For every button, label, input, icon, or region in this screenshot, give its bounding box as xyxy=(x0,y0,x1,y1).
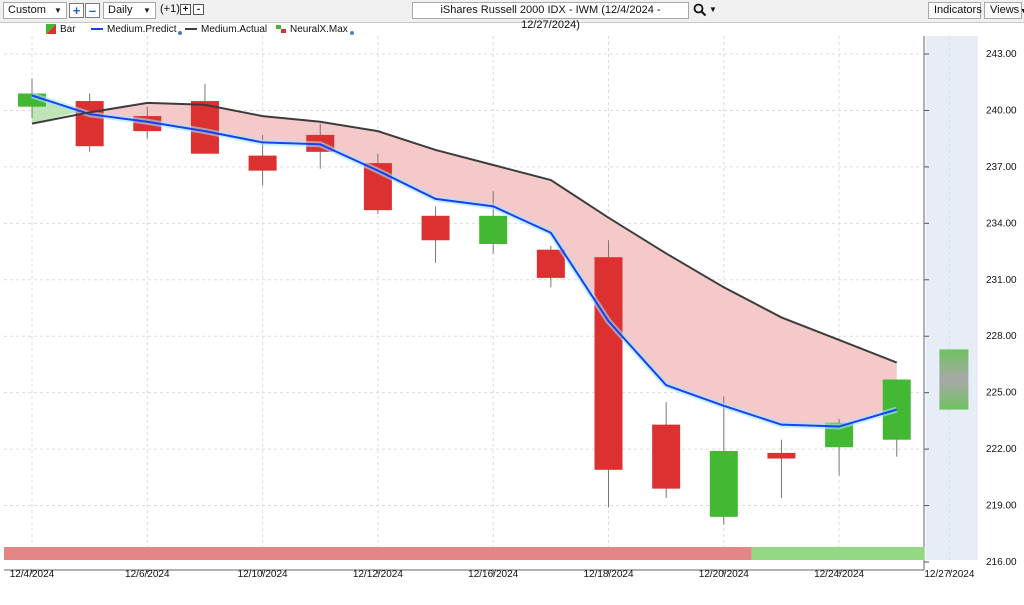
candle-body xyxy=(652,424,681,489)
legend-item-actual[interactable]: Medium.Actual xyxy=(185,24,267,35)
legend-label-predict: Medium.Predict xyxy=(107,24,177,35)
y-tick-label: 234.00 xyxy=(986,218,1017,229)
y-tick-label: 240.00 xyxy=(986,105,1017,116)
add-button[interactable]: + xyxy=(69,3,84,18)
legend-item-neural[interactable]: NeuralX.Max xyxy=(276,24,354,35)
chevron-down-icon: ▼ xyxy=(709,5,717,14)
x-tick-label: 12/18/2024 xyxy=(583,569,633,580)
medium-actual-line xyxy=(31,101,898,364)
x-tick-label: 12/10/2024 xyxy=(238,569,288,580)
candle-body xyxy=(421,215,450,241)
chevron-down-icon: ▼ xyxy=(1020,8,1024,15)
legend-label-neural: NeuralX.Max xyxy=(290,24,348,35)
plus-icon: + xyxy=(182,4,189,15)
candle-body xyxy=(709,450,738,517)
minus-icon: - xyxy=(196,4,201,15)
offset-label: (+1) xyxy=(160,3,180,15)
legend-item-predict[interactable]: Medium.Predict xyxy=(91,24,183,35)
medium-predict-line xyxy=(31,94,898,428)
minus-icon: – xyxy=(88,3,97,18)
forecast-region xyxy=(925,36,978,560)
range-select[interactable]: Custom ▼ xyxy=(3,2,67,19)
chevron-down-icon: ▼ xyxy=(54,6,62,15)
period-select-value: Daily xyxy=(108,4,133,16)
search-button[interactable] xyxy=(693,2,707,19)
views-label: Views xyxy=(990,4,1020,16)
symbol-field-value: iShares Russell 2000 IDX - IWM (12/4/202… xyxy=(440,4,661,31)
offset-increase-button[interactable]: + xyxy=(180,4,191,15)
candle-body xyxy=(594,257,623,470)
settings-dot-icon[interactable] xyxy=(178,31,183,35)
band-down xyxy=(81,102,897,427)
indicators-label: Indicators xyxy=(934,4,982,16)
x-tick-label: 12/4/2024 xyxy=(10,569,55,580)
toolbar: Custom ▼ + – Daily ▼ (+1) + - iShares Ru… xyxy=(0,0,1024,31)
neural-strip-up xyxy=(751,547,925,560)
plus-icon: + xyxy=(72,3,81,18)
line-swatch-icon xyxy=(185,28,197,31)
offset-decrease-button[interactable]: - xyxy=(193,4,204,15)
indicators-button[interactable]: Indicators▼ xyxy=(928,2,990,19)
y-tick-label: 222.00 xyxy=(986,444,1017,455)
settings-dot-icon[interactable] xyxy=(349,31,354,35)
period-select[interactable]: Daily ▼ xyxy=(103,2,156,19)
candle-body xyxy=(75,101,104,147)
legend-label-actual: Medium.Actual xyxy=(201,24,268,35)
y-tick-label: 243.00 xyxy=(986,49,1017,60)
candle-body xyxy=(479,215,508,245)
y-tick-label: 237.00 xyxy=(986,162,1017,173)
candle-body xyxy=(536,249,565,278)
x-tick-label: 12/12/2024 xyxy=(353,569,403,580)
range-select-value: Custom xyxy=(8,4,46,16)
chevron-down-icon: ▼ xyxy=(143,6,151,15)
y-tick-label: 231.00 xyxy=(986,275,1017,286)
x-tick-label: 12/24/2024 xyxy=(814,569,864,580)
line-swatch-icon xyxy=(91,28,103,31)
symbol-menu-button[interactable]: ▼ xyxy=(709,2,717,19)
candle-body xyxy=(767,452,796,459)
legend-label-bar: Bar xyxy=(60,24,76,35)
y-tick-label: 219.00 xyxy=(986,501,1017,512)
views-button[interactable]: Views▼ xyxy=(984,2,1024,19)
x-tick-label: 12/6/2024 xyxy=(125,569,170,580)
search-icon xyxy=(693,3,707,17)
candle-body xyxy=(248,155,277,171)
remove-button[interactable]: – xyxy=(85,3,100,18)
y-tick-label: 216.00 xyxy=(986,557,1017,568)
neural-strip-down xyxy=(4,547,752,560)
strip-swatch-icon xyxy=(276,25,286,34)
x-tick-label: 12/20/2024 xyxy=(699,569,749,580)
y-tick-label: 228.00 xyxy=(986,331,1017,342)
forecast-candle xyxy=(939,349,969,410)
symbol-field[interactable]: iShares Russell 2000 IDX - IWM (12/4/202… xyxy=(412,2,689,31)
bar-swatch-icon xyxy=(46,24,56,35)
x-tick-label: 12/27/2024 xyxy=(924,569,974,580)
price-chart[interactable]: 243.00 240.00 237.00 234.00 231.00 228.00 225.… xyxy=(0,22,1024,605)
legend-item-bar[interactable]: Bar xyxy=(46,24,76,35)
y-tick-label: 225.00 xyxy=(986,388,1017,399)
x-tick-label: 12/16/2024 xyxy=(468,569,518,580)
